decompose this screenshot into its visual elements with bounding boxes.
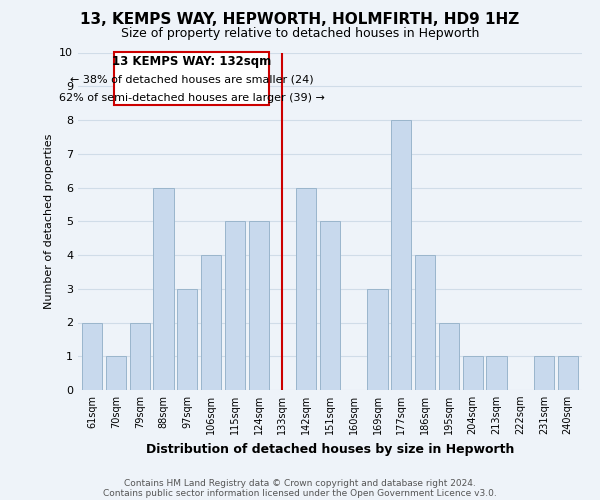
Bar (201, 255, 221, 390)
Bar (177, 289, 197, 390)
Bar (248, 221, 269, 390)
X-axis label: Distribution of detached houses by size in Hepworth: Distribution of detached houses by size … (146, 442, 514, 456)
Text: ← 38% of detached houses are smaller (24): ← 38% of detached houses are smaller (24… (70, 74, 313, 85)
Text: 13 KEMPS WAY: 132sqm: 13 KEMPS WAY: 132sqm (112, 55, 271, 68)
Text: Contains HM Land Registry data © Crown copyright and database right 2024.: Contains HM Land Registry data © Crown c… (124, 478, 476, 488)
Bar (225, 221, 245, 390)
Bar (391, 120, 412, 390)
Bar (320, 221, 340, 390)
Bar (534, 356, 554, 390)
Bar (487, 356, 506, 390)
Bar (296, 188, 316, 390)
Text: Contains public sector information licensed under the Open Government Licence v3: Contains public sector information licen… (103, 488, 497, 498)
Bar (557, 356, 578, 390)
Bar (439, 322, 459, 390)
Bar (106, 356, 126, 390)
Text: 13, KEMPS WAY, HEPWORTH, HOLMFIRTH, HD9 1HZ: 13, KEMPS WAY, HEPWORTH, HOLMFIRTH, HD9 … (80, 12, 520, 28)
Bar (463, 356, 483, 390)
FancyBboxPatch shape (113, 52, 269, 105)
Text: 62% of semi-detached houses are larger (39) →: 62% of semi-detached houses are larger (… (59, 94, 325, 104)
Bar (415, 255, 435, 390)
Bar (130, 322, 150, 390)
Bar (154, 188, 173, 390)
Bar (367, 289, 388, 390)
Y-axis label: Number of detached properties: Number of detached properties (44, 134, 53, 309)
Bar (82, 322, 103, 390)
Text: Size of property relative to detached houses in Hepworth: Size of property relative to detached ho… (121, 28, 479, 40)
